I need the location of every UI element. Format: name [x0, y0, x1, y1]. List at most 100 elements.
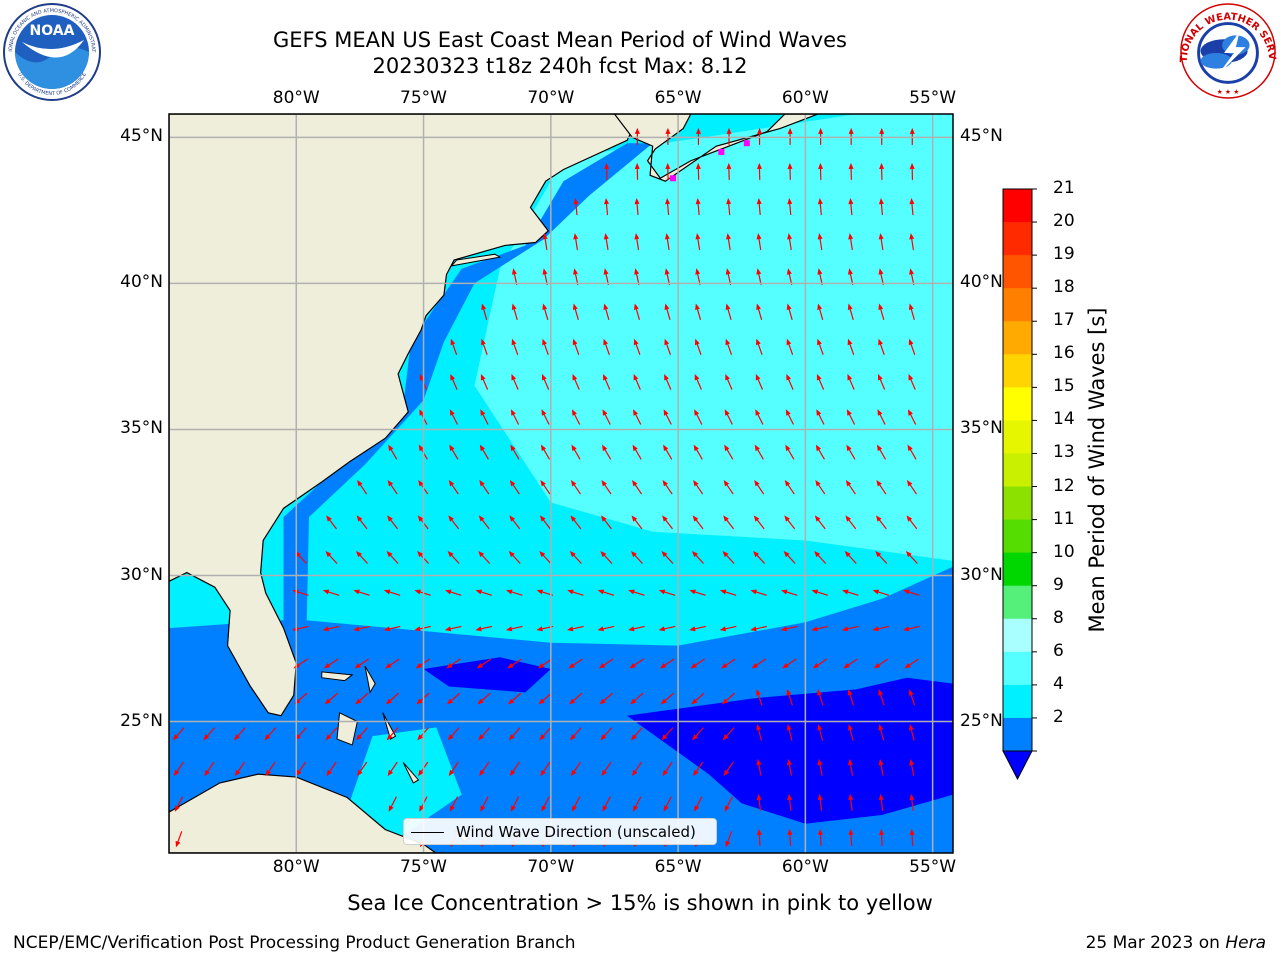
colorbar-segment: [1003, 255, 1032, 289]
colorbar-frame: [1002, 188, 1033, 752]
wind-wave-arrowhead: [756, 724, 762, 731]
wind-wave-arrowhead: [539, 550, 546, 558]
wind-wave-arrowhead: [418, 444, 424, 452]
wind-wave-arrowhead: [542, 303, 548, 310]
wind-wave-arrowhead: [633, 303, 639, 310]
wind-wave-arrowhead: [322, 589, 330, 595]
wind-wave-arrowhead: [689, 589, 696, 595]
us-coastline: [169, 114, 641, 717]
wind-wave-arrowhead: [843, 663, 850, 669]
wind-wave-arrowhead: [569, 698, 576, 705]
bahamas-island: [402, 762, 420, 784]
wind-wave-arrowhead: [658, 626, 666, 632]
nws-logo-icon: NATIONAL WEATHER SERVICE ★ ★ ★: [1178, 2, 1277, 99]
cuba-coastline: [169, 773, 445, 853]
wind-wave-arrowhead: [814, 515, 821, 522]
sea-ice-note: Sea Ice Concentration > 15% is shown in …: [347, 891, 933, 915]
wind-wave-arrowhead: [508, 734, 515, 741]
wind-wave-arrowhead: [597, 626, 604, 632]
wind-wave-arrowhead: [536, 626, 543, 632]
lat-label-right: 45°N: [960, 126, 1003, 147]
wind-wave-arrowhead: [419, 805, 425, 812]
wind-wave-arrowhead: [903, 589, 910, 595]
wind-wave-arrowhead: [663, 409, 669, 416]
wind-wave-arrowhead: [475, 626, 482, 632]
wind-wave-arrowhead: [721, 663, 728, 669]
graticule: [169, 114, 953, 853]
wind-wave-arrowhead: [876, 480, 882, 487]
wind-wave-arrowhead: [324, 698, 331, 705]
wind-wave-arrowhead: [568, 663, 575, 669]
wind-wave-arrowhead: [694, 409, 700, 416]
noaa-logo-text: NOAA: [30, 23, 75, 39]
wind-wave-arrowhead: [754, 444, 760, 452]
wind-wave-arrowhead: [814, 550, 821, 558]
wind-wave-arrowhead: [357, 769, 363, 777]
wind-wave-arrowhead: [694, 805, 700, 812]
wind-wave-arrowhead: [725, 233, 731, 240]
wind-wave-arrowhead: [630, 698, 637, 705]
lon-label-bottom: 55°W: [909, 857, 957, 877]
wind-wave-arrowhead: [445, 589, 452, 595]
wind-wave-arrowhead: [786, 724, 792, 731]
wind-wave-arrowhead: [602, 409, 608, 416]
colorbar: [1002, 188, 1037, 781]
wind-wave-arrowhead: [847, 689, 853, 696]
wind-wave-arrowhead: [509, 480, 516, 487]
wind-wave-arrowhead: [419, 409, 425, 416]
nova-scotia-coastline: [613, 114, 819, 182]
wind-wave-arrowhead: [724, 409, 730, 416]
wind-wave-arrowhead: [817, 689, 822, 696]
colorbar-tick-label: 9: [1053, 574, 1064, 595]
wind-wave-arrowhead: [750, 626, 757, 632]
wind-wave-arrowhead: [417, 550, 424, 558]
wind-wave-arrowhead: [695, 198, 701, 205]
wind-wave-arrowhead: [446, 698, 454, 705]
wind-wave-arrowhead: [780, 626, 788, 632]
wind-wave-arrowhead: [664, 233, 670, 240]
colorbar-segment: [1003, 387, 1032, 421]
wind-wave-arrowhead: [446, 663, 453, 669]
wind-wave-arrowhead: [386, 734, 393, 741]
wind-wave-arrowhead: [692, 550, 698, 558]
wind-wave-arrowhead: [879, 127, 885, 134]
wind-wave-arrowhead: [756, 793, 762, 801]
wind-wave-arrowhead: [632, 480, 638, 487]
wind-wave-arrowhead: [509, 769, 516, 777]
wind-wave-arrowhead: [658, 589, 666, 595]
wind-wave-arrowhead: [634, 162, 640, 169]
noaa-logo-icon: NOAA NATIONAL OCEANIC AND ATMOSPHERIC AD…: [2, 2, 101, 101]
wind-wave-arrowhead: [817, 303, 823, 310]
wind-wave-arrowhead: [569, 550, 576, 558]
wind-wave-arrowhead: [908, 303, 914, 310]
sea-ice-marker: [718, 148, 725, 155]
wind-wave-arrowhead: [630, 550, 637, 558]
wind-wave-arrowhead: [385, 698, 393, 705]
wind-wave-arrowhead: [388, 444, 394, 452]
wind-wave-arrowhead: [757, 127, 763, 134]
wind-wave-arrowhead: [603, 338, 608, 346]
wind-wave-arrowhead: [879, 828, 885, 836]
wind-wave-arrowhead: [539, 734, 546, 741]
wind-wave-arrowhead: [811, 626, 818, 632]
wind-wave-arrowhead: [725, 268, 731, 275]
wind-wave-arrowhead: [509, 515, 516, 522]
lon-label-top: 80°W: [272, 88, 320, 108]
lat-label-right: 25°N: [960, 710, 1003, 731]
wind-wave-arrowhead: [324, 663, 331, 669]
wind-wave-arrowhead: [265, 769, 271, 777]
wind-wave-arrowhead: [787, 233, 793, 240]
wind-wave-arrowhead: [785, 444, 791, 452]
wind-wave-arrowhead: [846, 409, 852, 416]
wind-wave-arrowhead: [787, 162, 793, 169]
colorbar-segment: [1003, 552, 1032, 587]
wind-wave-arrowhead: [722, 734, 729, 741]
wind-wave-arrowhead: [756, 198, 762, 205]
wind-wave-arrowhead: [786, 268, 792, 275]
wind-wave-arrowhead: [450, 338, 456, 346]
wind-wave-arrowhead: [723, 480, 730, 487]
wind-wave-arrowhead: [449, 409, 455, 416]
wind-wave-arrowhead: [845, 480, 852, 487]
wind-wave-arrowhead: [878, 268, 884, 275]
colorbar-segment: [1003, 189, 1032, 223]
